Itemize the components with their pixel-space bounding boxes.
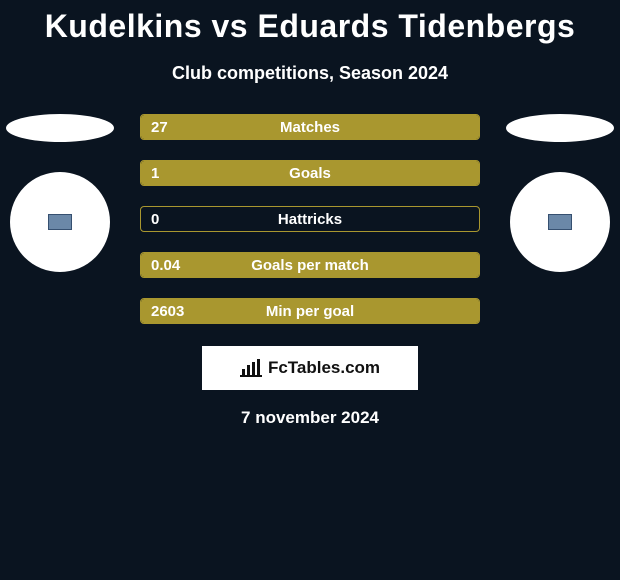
player-right-column bbox=[500, 114, 620, 272]
player-right-name-oval bbox=[506, 114, 614, 142]
stat-value-left: 0.04 bbox=[151, 257, 180, 274]
player-left-name-oval bbox=[6, 114, 114, 142]
chart-icon bbox=[240, 359, 262, 377]
player-left-column bbox=[0, 114, 120, 272]
player-right-avatar bbox=[510, 172, 610, 272]
stat-label: Matches bbox=[280, 119, 340, 136]
player-left-avatar bbox=[10, 172, 110, 272]
stat-label: Min per goal bbox=[266, 303, 354, 320]
stat-row: 0 Hattricks bbox=[140, 206, 480, 232]
stat-label: Goals per match bbox=[251, 257, 369, 274]
attribution-text: FcTables.com bbox=[268, 358, 380, 378]
stat-row: 1 Goals bbox=[140, 160, 480, 186]
stat-row: 0.04 Goals per match bbox=[140, 252, 480, 278]
player-right-flag-icon bbox=[548, 214, 572, 230]
player-left-flag-icon bbox=[48, 214, 72, 230]
subtitle: Club competitions, Season 2024 bbox=[0, 63, 620, 84]
stat-row: 2603 Min per goal bbox=[140, 298, 480, 324]
date-line: 7 november 2024 bbox=[0, 408, 620, 428]
stat-value-left: 27 bbox=[151, 119, 168, 136]
page-title: Kudelkins vs Eduards Tidenbergs bbox=[0, 0, 620, 45]
stat-value-left: 2603 bbox=[151, 303, 184, 320]
comparison-content: 27 Matches 1 Goals 0 Hattricks 0.04 Goals per m… bbox=[0, 114, 620, 324]
stat-row: 27 Matches bbox=[140, 114, 480, 140]
stat-value-left: 1 bbox=[151, 165, 159, 182]
stat-label: Hattricks bbox=[278, 211, 342, 228]
stat-value-left: 0 bbox=[151, 211, 159, 228]
stat-label: Goals bbox=[289, 165, 331, 182]
stats-list: 27 Matches 1 Goals 0 Hattricks 0.04 Goals per m… bbox=[140, 114, 480, 324]
attribution-badge: FcTables.com bbox=[202, 346, 418, 390]
